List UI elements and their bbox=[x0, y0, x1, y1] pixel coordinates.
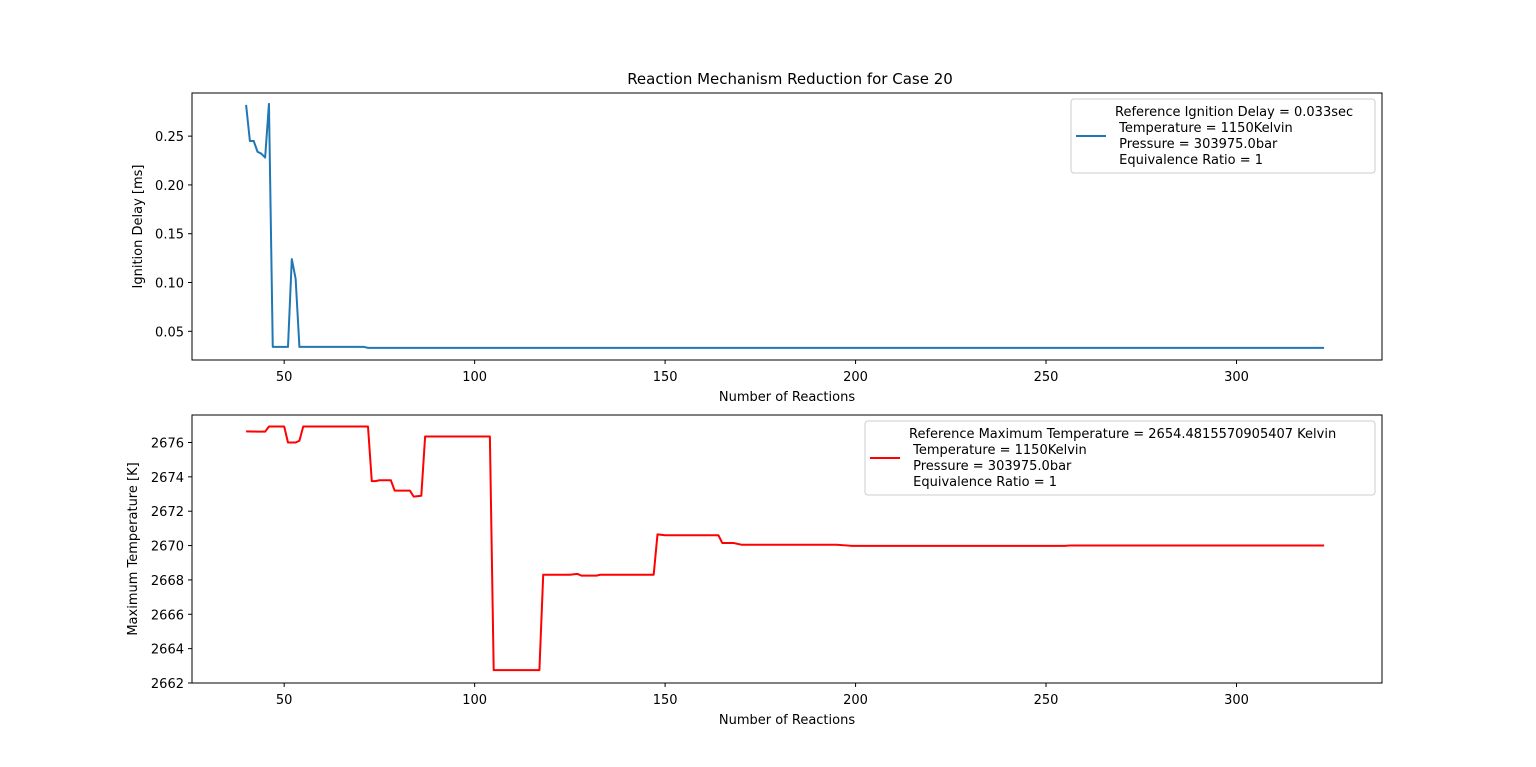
max-temperature-x-tick-label: 50 bbox=[276, 693, 293, 708]
max-temperature-y-tick-label: 2664 bbox=[151, 643, 184, 658]
ignition-delay-y-tick-label: 0.15 bbox=[155, 228, 184, 243]
max-temperature-x-tick-label: 100 bbox=[462, 693, 487, 708]
ignition-delay-x-tick-label: 200 bbox=[843, 370, 868, 385]
max-temperature-axes-frame bbox=[191, 414, 1383, 684]
max-temperature-marks bbox=[246, 425, 1325, 672]
max-temperature-legend-line: Equivalence Ratio = 1 bbox=[909, 475, 1057, 490]
ignition-delay-x-tick-label: 150 bbox=[653, 370, 678, 385]
ignition-delay-legend-line: Temperature = 1150Kelvin bbox=[1115, 121, 1293, 136]
max-temperature-series-line bbox=[246, 425, 1325, 672]
ignition-delay-axes-frame bbox=[191, 92, 1383, 361]
ignition-delay-marks bbox=[245, 102, 1325, 349]
max-temperature-x-tick-label: 300 bbox=[1224, 693, 1249, 708]
max-temperature-x-tick-label: 200 bbox=[843, 693, 868, 708]
ignition-delay-x-ticks: 50 100 150 200 250 300 bbox=[276, 360, 1249, 385]
ignition-delay-legend-line: Pressure = 303975.0bar bbox=[1115, 137, 1278, 152]
max-temperature-plot: 50 100 150 200 250 300 2662266426662668267026… bbox=[126, 414, 1383, 728]
ignition-delay-x-axis-label: Number of Reactions bbox=[719, 390, 855, 405]
max-temperature-x-tick-label: 250 bbox=[1034, 693, 1059, 708]
max-temperature-y-tick-label: 2668 bbox=[151, 574, 184, 589]
ignition-delay-x-tick-label: 100 bbox=[462, 370, 487, 385]
max-temperature-y-tick-label: 2676 bbox=[151, 436, 184, 451]
ignition-delay-y-tick-label: 0.20 bbox=[155, 179, 184, 194]
ignition-delay-x-tick-label: 50 bbox=[276, 370, 293, 385]
ignition-delay-series-line bbox=[245, 102, 1325, 349]
max-temperature-legend-frame bbox=[864, 420, 1376, 496]
max-temperature-y-tick-label: 2666 bbox=[151, 608, 184, 623]
ignition-delay-legend: Reference Ignition Delay = 0.033sec Temp… bbox=[1070, 98, 1376, 174]
ignition-delay-legend-line: Equivalence Ratio = 1 bbox=[1115, 153, 1263, 168]
ignition-delay-y-tick-label: 0.05 bbox=[155, 325, 184, 340]
ignition-delay-y-tick-label: 0.25 bbox=[155, 130, 184, 145]
ignition-delay-x-tick-label: 300 bbox=[1224, 370, 1249, 385]
ignition-delay-legend-line: Reference Ignition Delay = 0.033sec bbox=[1115, 105, 1353, 120]
ignition-delay-x-tick-label: 250 bbox=[1034, 370, 1059, 385]
max-temperature-legend-line: Reference Maximum Temperature = 2654.481… bbox=[909, 427, 1336, 442]
ignition-delay-y-tick-label: 0.10 bbox=[155, 277, 184, 292]
ignition-delay-plot: 50 100 150 200 250 300 0.05 0.10 0.15 0.20 0.25 N… bbox=[131, 92, 1383, 405]
max-temperature-y-ticks: 2662 2664 2666 2668 2670 2672 2674 2676 bbox=[151, 436, 192, 692]
max-temperature-y-axis-label: Maximum Temperature [K] bbox=[126, 462, 141, 635]
max-temperature-legend-line: Pressure = 303975.0bar bbox=[909, 459, 1072, 474]
max-temperature-legend-line: Temperature = 1150Kelvin bbox=[909, 443, 1087, 458]
max-temperature-y-tick-label: 2674 bbox=[151, 471, 184, 486]
max-temperature-legend: Reference Maximum Temperature = 2654.481… bbox=[864, 420, 1376, 496]
figure-title: Reaction Mechanism Reduction for Case 20 bbox=[627, 70, 953, 88]
max-temperature-x-tick-label: 150 bbox=[653, 693, 678, 708]
ignition-delay-y-axis-label: Ignition Delay [ms] bbox=[131, 165, 146, 289]
max-temperature-x-ticks: 50 100 150 200 250 300 bbox=[276, 683, 1249, 708]
max-temperature-y-tick-label: 2672 bbox=[151, 505, 184, 520]
ignition-delay-y-ticks: 0.05 0.10 0.15 0.20 0.25 bbox=[155, 130, 192, 340]
max-temperature-y-tick-label: 2670 bbox=[151, 540, 184, 555]
ignition-delay-legend-frame bbox=[1070, 98, 1376, 174]
max-temperature-y-tick-label: 2662 bbox=[151, 677, 184, 692]
max-temperature-x-axis-label: Number of Reactions bbox=[719, 713, 855, 728]
